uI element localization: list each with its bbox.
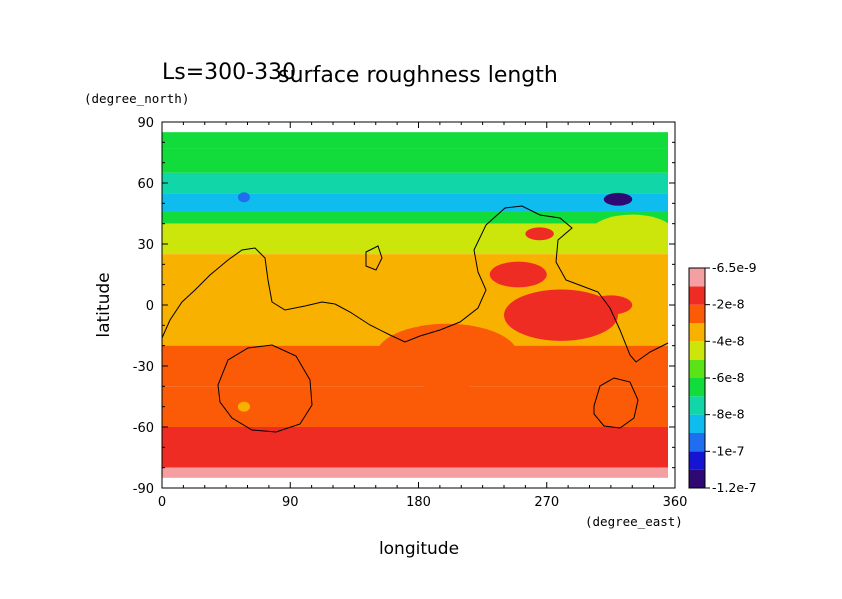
x-tick-label: 360 — [663, 495, 688, 510]
x-tick-labels: 0 90 180 270 360 — [158, 495, 688, 510]
colorbar-swatch — [689, 451, 705, 470]
x-tick-label: 90 — [282, 495, 299, 510]
topography-contour — [217, 344, 313, 433]
y-tick-label: 60 — [137, 177, 154, 192]
x-tick-label: 270 — [534, 495, 559, 510]
colorbar-label: -6.5e-9 — [712, 260, 757, 275]
colorbar-swatch — [689, 268, 705, 287]
colorbar-swatch — [689, 469, 705, 488]
contour-band — [162, 211, 668, 224]
y-tick-label: 30 — [137, 238, 154, 253]
colorbar-label: -4e-8 — [712, 333, 745, 348]
y-tick-label: -30 — [133, 360, 154, 375]
contour-band — [162, 467, 668, 478]
colorbar-swatch — [689, 414, 705, 433]
contour-band — [162, 148, 668, 173]
contour-feature — [237, 401, 250, 412]
plot-area — [161, 121, 676, 489]
tick-marks — [161, 121, 676, 489]
topography-contour — [593, 377, 639, 429]
contour-band — [162, 132, 668, 149]
contour-fills — [162, 132, 668, 478]
colorbar-swatches — [689, 268, 705, 488]
topography-contour — [365, 245, 383, 271]
colorbar-label: -2e-8 — [712, 297, 745, 312]
chart-title: surface roughness length — [278, 63, 558, 88]
topography-contours — [161, 205, 669, 433]
colorbar-swatch — [689, 359, 705, 378]
colorbar-label: -1.2e-7 — [712, 480, 757, 495]
colorbar-swatch — [689, 433, 705, 452]
colorbar-swatch — [689, 396, 705, 415]
contour-feature — [504, 289, 618, 341]
colorbar-swatch — [689, 304, 705, 323]
contour-feature — [489, 261, 547, 288]
topography-contour — [161, 205, 669, 363]
colorbar-swatch — [689, 323, 705, 342]
x-tick-label: 0 — [158, 495, 166, 510]
contour-band — [162, 193, 668, 212]
contour-feature — [589, 214, 668, 254]
colorbar-label: -6e-8 — [712, 370, 745, 385]
contour-feature — [603, 192, 633, 206]
chart-subtitle: Ls=300-330 — [162, 60, 296, 85]
contour-feature — [375, 323, 519, 388]
y-axis-units: (degree_north) — [84, 91, 189, 106]
colorbar-labels: -6.5e-9 -2e-8 -4e-8 -6e-8 -8e-8 -1e-7 -1.2e-7 — [705, 260, 757, 495]
colorbar-label: -8e-8 — [712, 407, 745, 422]
y-tick-label: -60 — [133, 421, 154, 436]
y-axis-label: latitude — [94, 272, 114, 337]
colorbar-label: -1e-7 — [712, 443, 745, 458]
contour-feature — [525, 227, 554, 241]
colorbar-swatch — [689, 286, 705, 305]
x-axis-label: longitude — [379, 539, 459, 559]
y-tick-label: -90 — [133, 482, 154, 497]
x-axis-units: (degree_east) — [585, 514, 683, 529]
axis-text: Ls=300-330 surface roughness length (deg… — [84, 60, 687, 559]
contour-band — [162, 172, 668, 194]
contour-feature — [237, 192, 250, 203]
y-tick-labels: -90 -60 -30 0 30 60 90 — [133, 116, 154, 497]
x-tick-label: 180 — [406, 495, 431, 510]
contour-band — [162, 427, 668, 468]
y-tick-label: 90 — [137, 116, 154, 131]
colorbar: -6.5e-9 -2e-8 -4e-8 -6e-8 -8e-8 -1e-7 -1.2e-7 — [688, 260, 757, 495]
colorbar-swatch — [689, 341, 705, 360]
y-tick-label: 0 — [146, 299, 154, 314]
colorbar-swatch — [689, 378, 705, 397]
